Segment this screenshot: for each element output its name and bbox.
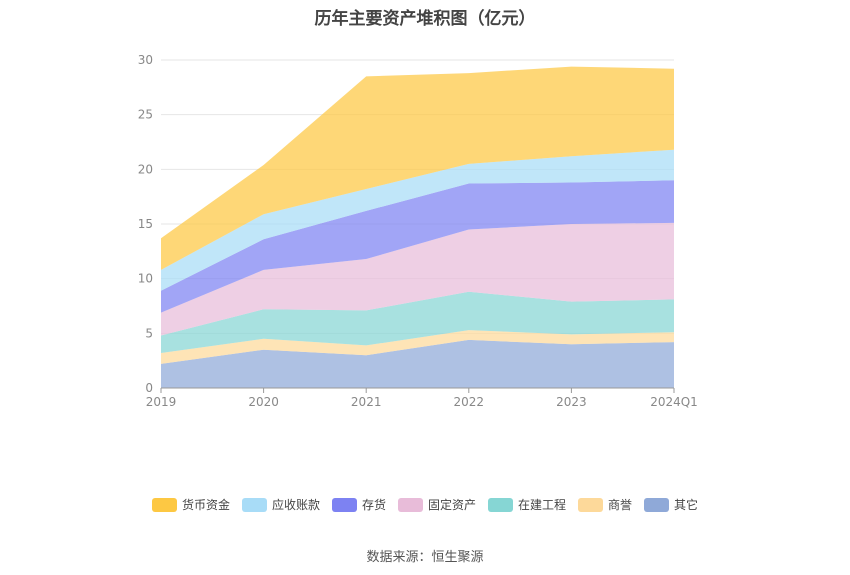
- area-在建工程: [161, 291, 674, 353]
- area-商誉: [161, 330, 674, 364]
- area-应收账款: [161, 149, 674, 291]
- legend-swatch: [397, 497, 423, 512]
- legend-item[interactable]: 应收账款: [241, 496, 320, 513]
- y-tick-label: 0: [145, 381, 153, 395]
- y-tick-label: 15: [138, 217, 153, 231]
- area-货币资金: [161, 66, 674, 270]
- legend-item[interactable]: 在建工程: [488, 496, 566, 513]
- x-tick-label: 2019: [146, 395, 177, 409]
- legend: 货币资金 应收账款 存货 固定资产 在建工程 商誉 其它: [0, 496, 850, 513]
- legend-swatch: [644, 497, 670, 512]
- legend-label: 商誉: [608, 498, 633, 512]
- legend-item[interactable]: 固定资产: [397, 496, 476, 513]
- legend-item[interactable]: 货币资金: [151, 496, 230, 513]
- x-tick-label: 2022: [454, 395, 485, 409]
- source-text: 数据来源：恒生聚源: [366, 550, 484, 565]
- legend-swatch: [151, 497, 177, 512]
- area-存货: [161, 180, 674, 313]
- chart-title: 历年主要资产堆积图（亿元）: [314, 9, 536, 29]
- area-固定资产: [161, 222, 674, 336]
- legend-swatch: [488, 497, 513, 512]
- legend-label: 存货: [361, 498, 386, 512]
- y-tick-label: 25: [138, 108, 153, 122]
- x-tick-label: 2023: [556, 395, 587, 409]
- stacked-area-chart: 0 5 10 15 20 25 30 2019 2020 2021 2022 2023 2024Q1: [138, 53, 698, 409]
- legend-label: 其它: [674, 498, 699, 512]
- y-tick-label: 10: [138, 272, 153, 286]
- legend-swatch: [241, 497, 267, 512]
- legend-item[interactable]: 存货: [331, 496, 386, 513]
- y-tick-label: 20: [138, 162, 153, 176]
- x-tick-label: 2020: [248, 395, 279, 409]
- axes: 0 5 10 15 20 25 30 2019 2020 2021 2022 2023 2024Q1: [138, 53, 698, 409]
- y-tick-label: 30: [138, 53, 153, 67]
- legend-label: 在建工程: [518, 498, 567, 512]
- legend-swatch: [578, 497, 604, 512]
- legend-item[interactable]: 商誉: [578, 496, 632, 513]
- area-其它: [161, 339, 674, 388]
- area-series: [161, 66, 674, 388]
- x-tick-label: 2024Q1: [650, 395, 698, 409]
- y-tick-label: 5: [145, 326, 153, 340]
- legend-swatch: [331, 497, 357, 512]
- legend-label: 固定资产: [427, 498, 476, 512]
- legend-label: 货币资金: [181, 498, 230, 512]
- legend-label: 应收账款: [271, 498, 320, 512]
- x-tick-label: 2021: [351, 395, 382, 409]
- legend-item[interactable]: 其它: [644, 496, 698, 513]
